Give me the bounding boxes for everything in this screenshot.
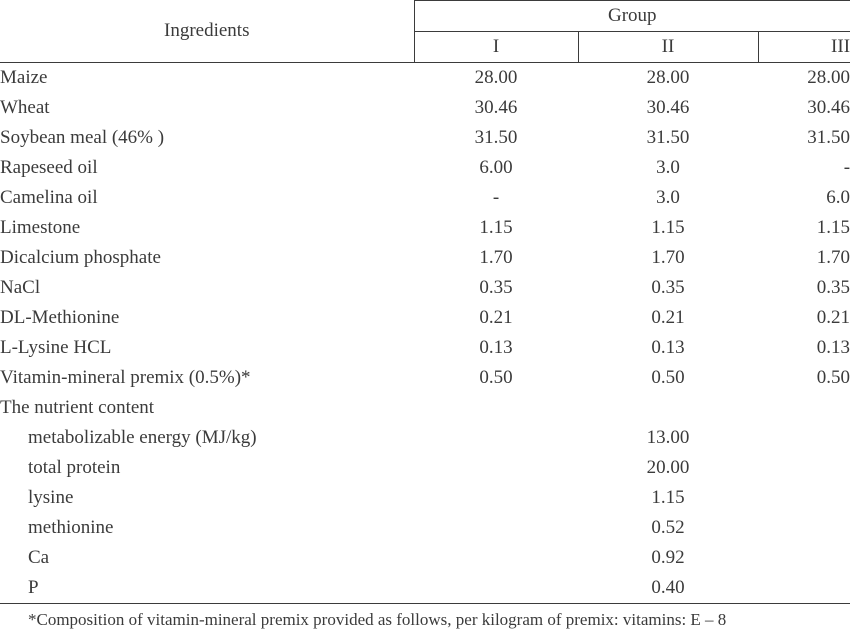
value-cell: 30.46 xyxy=(758,93,850,123)
value-cell: 30.46 xyxy=(414,93,578,123)
ingredient-label: NaCl xyxy=(0,273,414,303)
nutrient-header-row: The nutrient content xyxy=(0,393,850,423)
value-cell: 0.50 xyxy=(578,363,758,393)
table-row: Camelina oil-3.06.0 xyxy=(0,183,850,213)
ingredient-label: Soybean meal (46% ) xyxy=(0,123,414,153)
empty-cell xyxy=(414,573,578,604)
ingredient-label: Vitamin-mineral premix (0.5%)* xyxy=(0,363,414,393)
value-cell: 1.15 xyxy=(414,213,578,243)
empty-cell xyxy=(758,423,850,453)
ingredient-label: L-Lysine HCL xyxy=(0,333,414,363)
header-group-3: III xyxy=(758,32,850,63)
nutrient-value: 0.92 xyxy=(578,543,758,573)
header-group: Group xyxy=(414,1,850,32)
empty-cell xyxy=(414,453,578,483)
nutrient-row: lysine 1.15 xyxy=(0,483,850,513)
value-cell: 1.70 xyxy=(414,243,578,273)
value-cell: 0.35 xyxy=(578,273,758,303)
table-row: DL-Methionine0.210.210.21 xyxy=(0,303,850,333)
value-cell: 1.70 xyxy=(578,243,758,273)
value-cell: 0.21 xyxy=(578,303,758,333)
value-cell: 31.50 xyxy=(578,123,758,153)
empty-cell xyxy=(758,513,850,543)
nutrient-label: lysine xyxy=(0,483,414,513)
empty-cell xyxy=(414,483,578,513)
value-cell: 0.13 xyxy=(414,333,578,363)
value-cell: 0.50 xyxy=(414,363,578,393)
ingredient-label: Maize xyxy=(0,63,414,94)
table-row: Limestone1.151.151.15 xyxy=(0,213,850,243)
ingredient-label: Dicalcium phosphate xyxy=(0,243,414,273)
value-cell: 6.0 xyxy=(758,183,850,213)
nutrient-row: total protein 20.00 xyxy=(0,453,850,483)
value-cell: 31.50 xyxy=(414,123,578,153)
nutrient-row: metabolizable energy (MJ/kg) 13.00 xyxy=(0,423,850,453)
value-cell: 0.35 xyxy=(758,273,850,303)
value-cell: 28.00 xyxy=(758,63,850,94)
value-cell: 0.13 xyxy=(578,333,758,363)
ingredient-label: DL-Methionine xyxy=(0,303,414,333)
value-cell: 1.15 xyxy=(758,213,850,243)
empty-cell xyxy=(758,573,850,604)
ingredient-label: Limestone xyxy=(0,213,414,243)
value-cell: 6.00 xyxy=(414,153,578,183)
empty-cell xyxy=(758,483,850,513)
value-cell: - xyxy=(414,183,578,213)
nutrient-label: methionine xyxy=(0,513,414,543)
nutrient-value: 13.00 xyxy=(578,423,758,453)
nutrient-label: metabolizable energy (MJ/kg) xyxy=(0,423,414,453)
nutrient-header: The nutrient content xyxy=(0,393,850,423)
nutrient-label: total protein xyxy=(0,453,414,483)
empty-cell xyxy=(414,423,578,453)
empty-cell xyxy=(414,513,578,543)
nutrient-value: 0.52 xyxy=(578,513,758,543)
ingredient-label: Camelina oil xyxy=(0,183,414,213)
table-row: Vitamin-mineral premix (0.5%)*0.500.500.… xyxy=(0,363,850,393)
value-cell: 31.50 xyxy=(758,123,850,153)
footnote: *Composition of vitamin-mineral premix p… xyxy=(0,604,850,630)
nutrient-value: 1.15 xyxy=(578,483,758,513)
value-cell: 0.13 xyxy=(758,333,850,363)
table-row: Rapeseed oil6.003.0- xyxy=(0,153,850,183)
nutrient-row: methionine 0.52 xyxy=(0,513,850,543)
empty-cell xyxy=(758,453,850,483)
empty-cell xyxy=(414,543,578,573)
nutrient-value: 0.40 xyxy=(578,573,758,604)
value-cell: - xyxy=(758,153,850,183)
empty-cell xyxy=(758,543,850,573)
header-group-1: I xyxy=(414,32,578,63)
table-row: Dicalcium phosphate1.701.701.70 xyxy=(0,243,850,273)
value-cell: 28.00 xyxy=(414,63,578,94)
value-cell: 28.00 xyxy=(578,63,758,94)
table-row: Wheat30.4630.4630.46 xyxy=(0,93,850,123)
value-cell: 3.0 xyxy=(578,153,758,183)
table-row: Maize28.0028.0028.00 xyxy=(0,63,850,94)
value-cell: 0.50 xyxy=(758,363,850,393)
table-row: L-Lysine HCL0.130.130.13 xyxy=(0,333,850,363)
value-cell: 3.0 xyxy=(578,183,758,213)
table-row: Soybean meal (46% )31.5031.5031.50 xyxy=(0,123,850,153)
nutrient-label: P xyxy=(0,573,414,604)
ingredient-label: Rapeseed oil xyxy=(0,153,414,183)
value-cell: 0.21 xyxy=(414,303,578,333)
value-cell: 0.35 xyxy=(414,273,578,303)
value-cell: 0.21 xyxy=(758,303,850,333)
nutrient-row: P 0.40 xyxy=(0,573,850,604)
nutrient-label: Ca xyxy=(0,543,414,573)
header-group-2: II xyxy=(578,32,758,63)
header-ingredients: Ingredients xyxy=(0,1,414,63)
value-cell: 30.46 xyxy=(578,93,758,123)
ingredient-label: Wheat xyxy=(0,93,414,123)
nutrient-value: 20.00 xyxy=(578,453,758,483)
value-cell: 1.15 xyxy=(578,213,758,243)
nutrient-row: Ca 0.92 xyxy=(0,543,850,573)
table-row: NaCl0.350.350.35 xyxy=(0,273,850,303)
ingredients-table: Ingredients Group I II III Maize28.0028.… xyxy=(0,0,850,604)
value-cell: 1.70 xyxy=(758,243,850,273)
